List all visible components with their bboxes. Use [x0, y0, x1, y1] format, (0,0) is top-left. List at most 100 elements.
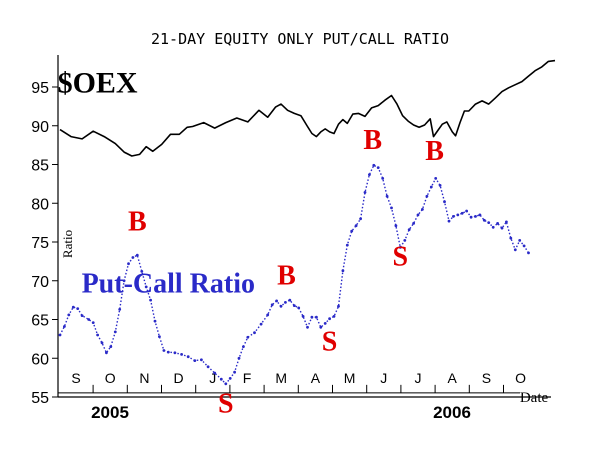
month-tick-label: J — [415, 370, 422, 386]
put-call-ratio-point — [162, 349, 166, 352]
put-call-ratio-point — [460, 211, 464, 215]
put-call-ratio-point — [376, 166, 380, 170]
chart-marks — [58, 59, 556, 386]
put-call-ratio-point — [354, 224, 358, 228]
put-call-ratio-point — [359, 217, 362, 221]
put-call-ratio-point — [76, 307, 80, 310]
put-call-ratio-point — [284, 301, 287, 304]
put-call-ratio-point — [186, 355, 190, 359]
put-call-ratio-point — [87, 318, 91, 321]
put-call-ratio-point — [228, 377, 232, 380]
sell-signal-label: S — [218, 389, 234, 420]
put-call-ratio-point — [518, 239, 522, 242]
put-call-ratio-point — [456, 213, 460, 217]
month-tick-label: M — [275, 370, 287, 386]
y-tick-label: 75 — [31, 235, 49, 252]
put-call-ratio-point — [266, 313, 270, 317]
put-call-ratio-point — [438, 184, 442, 187]
put-call-ratio-point — [381, 177, 385, 180]
put-call-ratio-point — [306, 325, 309, 329]
buy-signal-label: B — [277, 261, 296, 292]
put-call-ratio-point — [469, 215, 473, 219]
put-call-ratio-point — [310, 315, 314, 319]
put-call-ratio-point — [337, 304, 340, 308]
put-call-ratio-point — [341, 269, 345, 273]
put-call-ratio-point — [109, 345, 113, 348]
put-call-ratio-point — [319, 325, 323, 329]
put-call-ratio-point — [500, 226, 504, 230]
put-call-ratio-point — [527, 251, 530, 255]
buy-signal-label: B — [128, 206, 147, 237]
put-call-ratio-point — [390, 206, 393, 210]
chart-title: 21-DAY EQUITY ONLY PUT/CALL RATIO — [151, 30, 449, 48]
put-call-ratio-point — [412, 222, 415, 225]
put-call-ratio-point — [416, 213, 420, 217]
put-call-ratio-point — [452, 215, 455, 218]
put-call-ratio-point — [233, 370, 237, 374]
y-tick-label: 70 — [31, 274, 49, 291]
put-call-ratio-point — [292, 304, 296, 307]
month-tick-label: A — [311, 370, 321, 386]
put-call-ratio-point — [253, 331, 256, 335]
put-call-ratio-point — [67, 313, 71, 317]
sell-signal-label: S — [322, 327, 338, 358]
chart-annotations: $OEX Put-Call Ratio B B B B S S S — [58, 66, 444, 419]
put-call-ratio-point — [315, 315, 318, 319]
month-tick-label: D — [174, 370, 184, 386]
year-label: 2006 — [433, 403, 471, 422]
put-call-ratio-point — [345, 243, 349, 247]
put-call-ratio-point — [140, 270, 144, 273]
put-call-ratio-label: Put-Call Ratio — [82, 268, 255, 299]
month-tick-label: O — [515, 370, 526, 386]
put-call-ratio-point — [180, 353, 184, 356]
y-tick-label: 80 — [31, 196, 49, 213]
y-tick-label: 60 — [31, 351, 49, 368]
put-call-ratio-point — [288, 298, 292, 302]
put-call-ratio-point — [429, 185, 433, 189]
put-call-ratio-point — [206, 365, 210, 369]
oex-series-label: $OEX — [58, 66, 138, 99]
put-call-ratio-point — [279, 304, 283, 308]
put-call-ratio-point — [505, 220, 508, 224]
month-tick-label: S — [482, 370, 491, 386]
y-tick-label: 90 — [31, 119, 49, 136]
put-call-ratio-point — [158, 335, 161, 338]
y-tick-label: 85 — [31, 158, 49, 175]
put-call-ratio-point — [478, 213, 482, 217]
put-call-ratio-point — [100, 341, 104, 345]
put-call-ratio-point — [200, 358, 203, 362]
put-call-ratio-point — [149, 298, 153, 302]
put-call-ratio-point — [122, 279, 126, 283]
month-tick-label: F — [243, 370, 252, 386]
put-call-ratio-point — [332, 315, 336, 318]
put-call-ratio-point — [58, 333, 62, 337]
put-call-ratio-point — [368, 173, 371, 177]
put-call-ratio-point — [434, 177, 438, 180]
put-call-ratio-point — [482, 218, 486, 222]
put-call-ratio-point — [447, 219, 451, 223]
put-call-ratio-point — [522, 244, 526, 248]
y-tick-label: 65 — [31, 313, 49, 330]
put-call-ratio-point — [91, 321, 95, 324]
put-call-ratio-point — [131, 256, 135, 259]
put-call-ratio-point — [421, 208, 424, 211]
put-call-ratio-point — [465, 209, 468, 213]
put-call-ratio-point — [96, 333, 99, 337]
put-call-ratio-point — [246, 335, 250, 339]
put-call-ratio-point — [153, 319, 157, 323]
put-call-ratio-point — [270, 303, 274, 307]
put-call-ratio-point — [242, 345, 245, 348]
put-call-ratio-point — [63, 325, 66, 328]
put-call-ratio-point — [513, 248, 517, 252]
put-call-ratio-point — [80, 314, 84, 317]
put-call-ratio-point — [213, 371, 217, 375]
put-call-ratio-point — [297, 306, 301, 310]
buy-signal-label: B — [425, 136, 444, 167]
put-call-ratio-point — [301, 315, 305, 318]
put-call-ratio-point — [71, 305, 75, 309]
y-tick-label: 95 — [31, 80, 49, 97]
buy-signal-label: B — [363, 125, 382, 156]
put-call-ratio-point — [237, 356, 241, 360]
